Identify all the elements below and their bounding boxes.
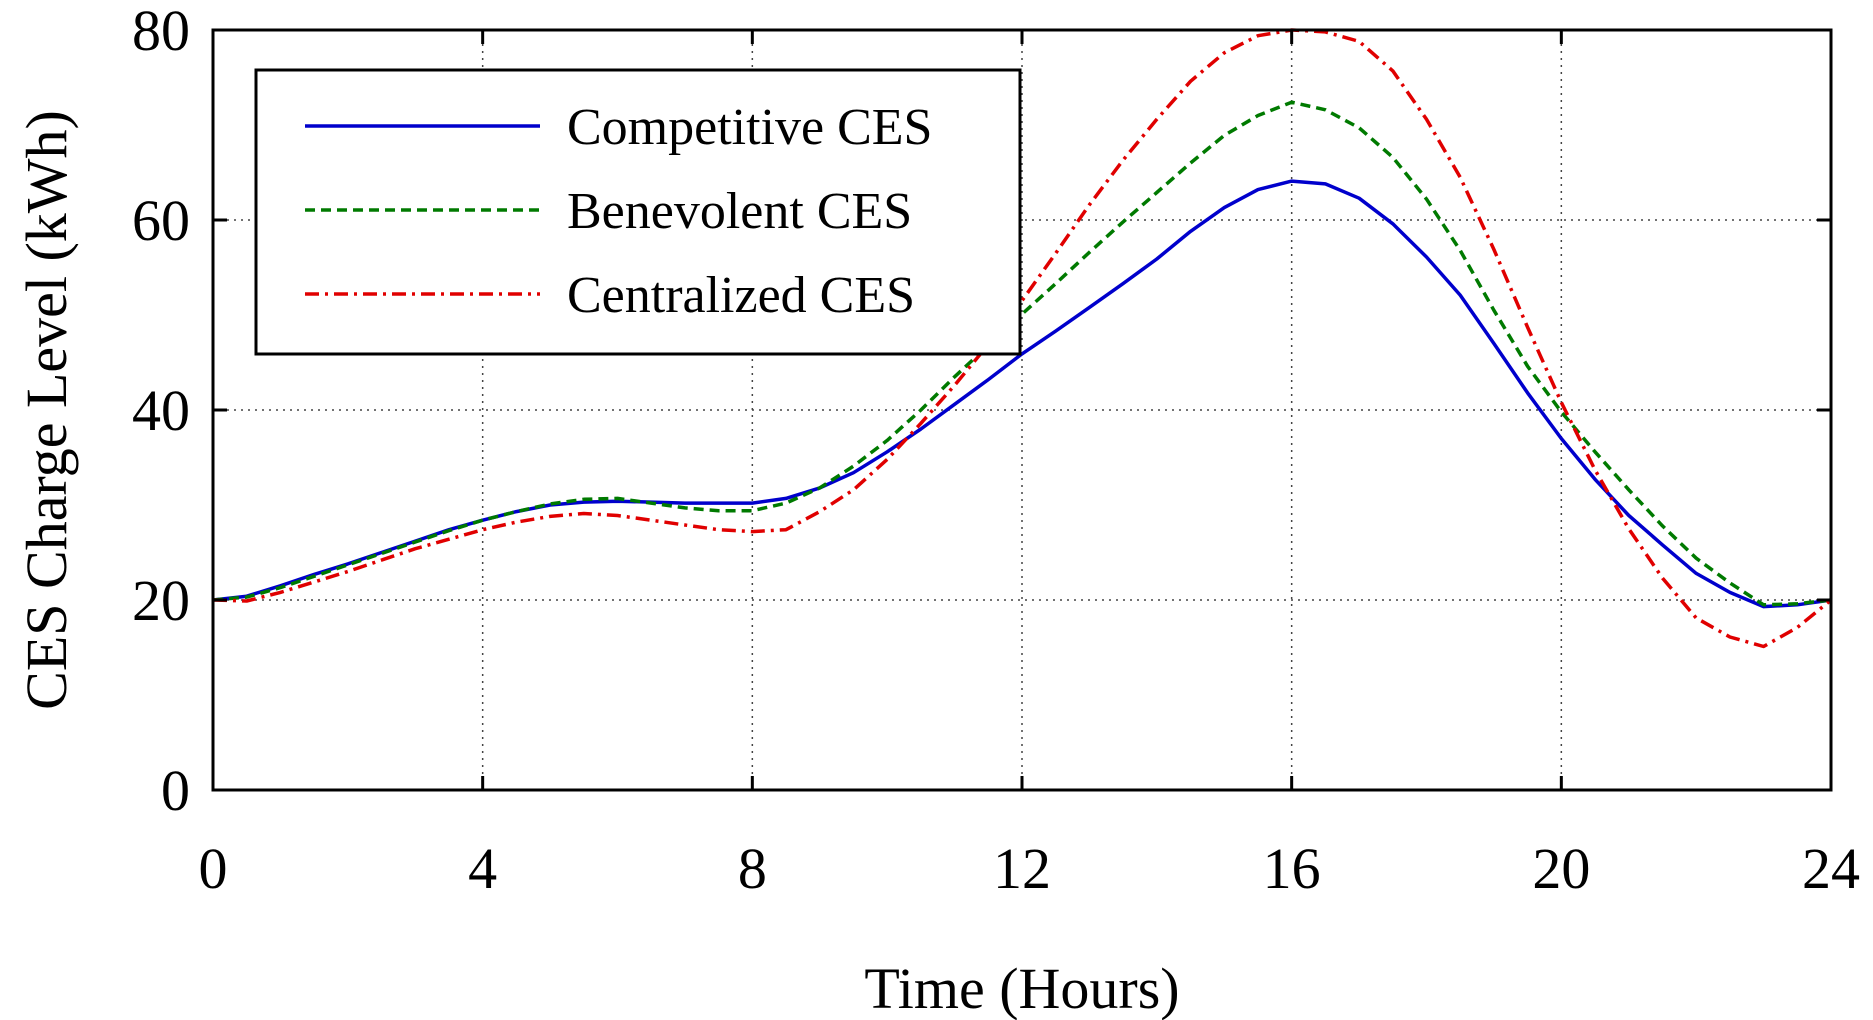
x-tick-label: 0 — [199, 836, 228, 901]
legend-label-competitive: Competitive CES — [567, 99, 932, 156]
y-tick-label: 40 — [132, 378, 190, 443]
x-tick-labels: 0 4 8 12 16 20 24 — [199, 836, 1861, 901]
x-tick-label: 4 — [468, 836, 497, 901]
legend: Competitive CES Benevolent CES Centraliz… — [254, 68, 1022, 356]
axis-ticks — [211, 28, 1833, 792]
x-axis-title: Time (Hours) — [864, 956, 1179, 1020]
series-line-competitive-ces — [212, 179, 1832, 609]
y-tick-labels: 0 20 40 60 80 — [132, 0, 190, 823]
y-tick-label: 80 — [132, 0, 190, 63]
legend-label-centralized: Centralized CES — [567, 267, 915, 324]
x-tick-label: 24 — [1802, 836, 1860, 901]
x-tick-label: 8 — [738, 836, 767, 901]
x-tick-label: 16 — [1263, 836, 1321, 901]
legend-box — [254, 68, 1022, 356]
series-lines — [212, 28, 1833, 649]
y-tick-label: 60 — [132, 188, 190, 253]
x-tick-label: 20 — [1532, 836, 1590, 901]
y-axis-title: CES Charge Level (kWh) — [14, 110, 79, 710]
x-tick-label: 12 — [993, 836, 1051, 901]
y-tick-label: 20 — [132, 568, 190, 633]
y-tick-label: 0 — [161, 758, 190, 823]
legend-label-benevolent: Benevolent CES — [567, 183, 912, 240]
